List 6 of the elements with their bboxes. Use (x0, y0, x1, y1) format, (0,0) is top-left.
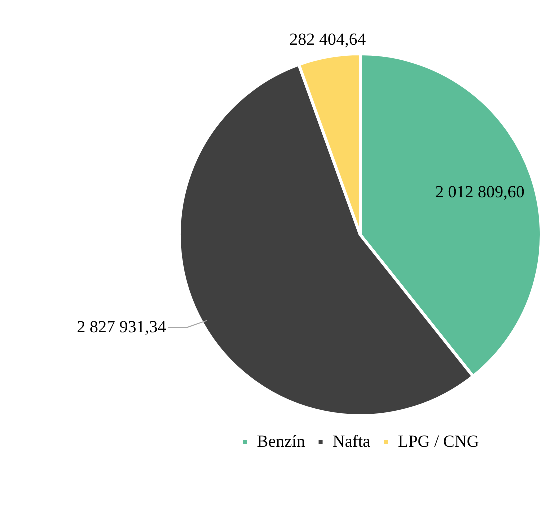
data-label: 2 827 931,34 (77, 317, 167, 336)
data-label: 282 404,64 (290, 30, 367, 49)
legend-label: LPG / CNG (398, 432, 480, 451)
legend-label: Nafta (332, 432, 372, 451)
legend-label: Benzín (257, 432, 306, 451)
data-label: 2 012 809,60 (435, 182, 525, 202)
